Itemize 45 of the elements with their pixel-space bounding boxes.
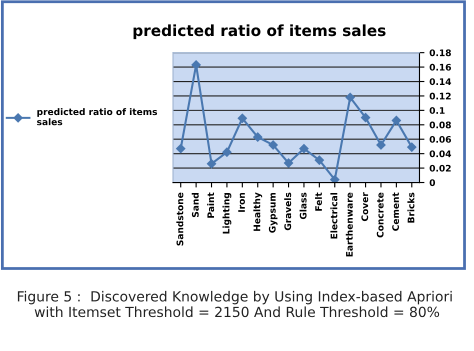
point	[206, 159, 216, 168]
x-tick-label: Sand	[192, 193, 199, 218]
point	[299, 144, 309, 154]
x-tick-label: Gravels	[284, 192, 292, 230]
point	[392, 116, 402, 126]
point	[407, 142, 416, 152]
x-tick-label: Iron	[238, 192, 245, 212]
point	[238, 114, 247, 123]
y-tick-label: 0.08	[430, 122, 451, 128]
y-tick-label: 0.04	[430, 150, 452, 158]
point	[360, 112, 370, 122]
point	[268, 140, 278, 150]
point	[346, 92, 355, 102]
y-tick-label: 0	[430, 179, 436, 186]
point	[314, 156, 324, 165]
x-tick-label: Concrete	[376, 192, 384, 238]
x-tick-label: Lighting	[222, 193, 232, 234]
legend-label: predicted ratio of items sales	[37, 108, 158, 126]
point	[176, 144, 186, 154]
point	[222, 148, 232, 157]
point	[330, 175, 340, 183]
y-tick-label: 0.14	[430, 78, 452, 86]
x-tick-label: Felt	[314, 192, 322, 211]
x-tick-label: Cement	[392, 192, 399, 231]
y-tick-label: 0.18	[430, 49, 451, 56]
x-tick-label: Paint	[207, 192, 214, 218]
point	[284, 158, 294, 168]
point	[253, 132, 262, 142]
x-tick-label: Electrical	[330, 193, 338, 239]
y-tick-label: 0.1	[430, 107, 445, 114]
point	[376, 140, 386, 150]
y-tick-label: 0.06	[430, 136, 451, 143]
x-tick-label: Bricks	[407, 192, 414, 223]
y-tick-label: 0.12	[430, 92, 451, 100]
x-tick-label: Gypsum	[268, 192, 278, 233]
x-tick-label: Earthenware	[346, 192, 353, 256]
x-tick-label: Sandstone	[176, 192, 184, 246]
x-tick-label: Healthy	[253, 192, 262, 231]
y-tick-label: 0.02	[430, 164, 451, 172]
y-tick-label: 0.16	[430, 64, 451, 71]
x-tick-label: Glass	[300, 192, 307, 220]
point	[191, 60, 201, 70]
caption: Figure 5 : Discovered Knowledge by Using Index-based Apriori with Itemset Threshold = 2150 And Rule Threshold = 80%	[18, 290, 452, 318]
chart-title: predicted ratio of items sales	[134, 24, 386, 40]
x-tick-label: Cover	[361, 192, 368, 222]
